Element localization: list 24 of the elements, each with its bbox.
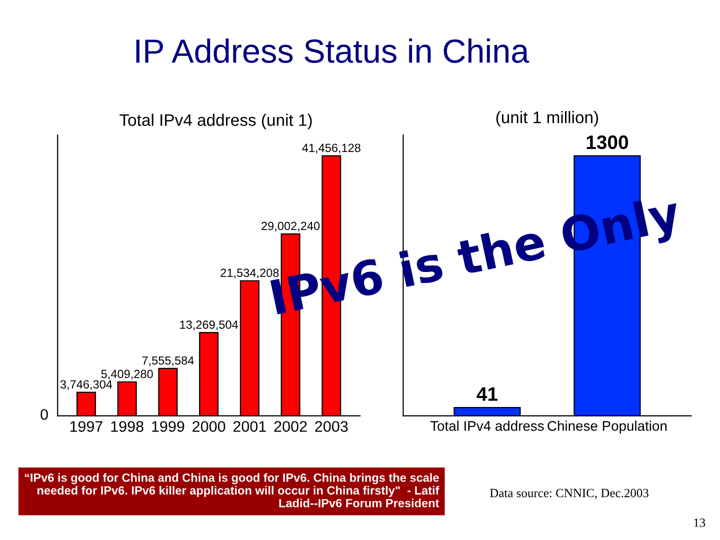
source-note: Data source: CNNIC, Dec.2003 xyxy=(490,488,648,500)
data-label: 41,456,128 xyxy=(302,144,360,154)
x-tick-label: 1998 xyxy=(111,421,144,432)
data-label: 13,269,504 xyxy=(180,320,238,330)
x-tick-label: 1997 xyxy=(70,421,102,432)
x-tick-label: 2003 xyxy=(315,421,348,432)
data-label: 41 xyxy=(476,387,498,401)
text: 0 xyxy=(40,409,48,420)
x-tick-label: 2001 xyxy=(233,421,266,432)
x-tick-label: Total IPv4 address xyxy=(430,420,544,431)
text: “IPv6 is good for China and China is good for IPv6. China brings the scale needed for IPv6. IPv6 killer application will occur in China firstly" - Latif Ladid--IPv6 Forum President xyxy=(24,473,440,508)
data-label: 1300 xyxy=(586,135,628,150)
x-tick-label: 2000 xyxy=(192,421,226,432)
data-label: 3,746,304 xyxy=(60,380,112,390)
chart-subtitle: Total IPv4 address (unit 1) xyxy=(120,114,312,130)
data-label: 7,555,584 xyxy=(142,356,194,366)
data-label: 29,002,240 xyxy=(262,222,320,232)
text: 13 xyxy=(694,518,706,527)
chart-title: (unit 1 million) xyxy=(496,111,598,127)
chart-title: IP Address Status in China xyxy=(136,38,530,63)
data-label: 5,409,280 xyxy=(101,370,153,380)
x-tick-label: 1999 xyxy=(152,421,184,432)
x-tick-label: Chinese Population xyxy=(548,420,667,434)
x-tick-label: 2002 xyxy=(274,421,307,432)
